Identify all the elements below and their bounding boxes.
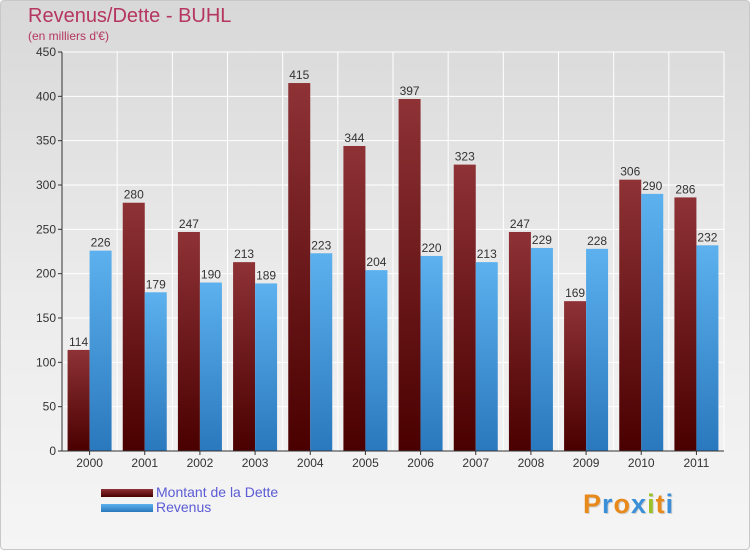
bar-revenus-2006 <box>420 255 443 451</box>
data-label-dette: 323 <box>455 150 475 164</box>
bar-dette-2008 <box>508 231 531 451</box>
logo-letter: x <box>631 489 648 519</box>
bar-dette-2003 <box>233 262 256 451</box>
bar-dette-2001 <box>122 202 145 451</box>
data-label-revenus: 290 <box>642 179 662 193</box>
x-tick-label: 2008 <box>518 456 545 470</box>
data-label-revenus: 226 <box>91 236 111 250</box>
x-tick-label: 2002 <box>187 456 214 470</box>
y-tick-label: 150 <box>36 311 56 325</box>
data-label-revenus: 179 <box>146 277 166 291</box>
legend-label-dette: Montant de la Dette <box>156 484 279 500</box>
y-tick-label: 350 <box>36 134 56 148</box>
logo-letter: t <box>655 489 666 519</box>
bar-revenus-2008 <box>530 247 553 451</box>
bar-dette-2007 <box>453 164 476 451</box>
bar-dette-2009 <box>564 301 587 451</box>
logo-letter: o <box>613 489 632 519</box>
x-tick-label: 2003 <box>242 456 269 470</box>
chart-subtitle: (en milliers d'€) <box>28 29 109 43</box>
bar-revenus-2010 <box>641 193 664 451</box>
x-tick-label: 2010 <box>628 456 655 470</box>
data-label-dette: 306 <box>620 165 640 179</box>
data-label-dette: 344 <box>344 131 364 145</box>
y-tick-label: 200 <box>36 267 56 281</box>
bar-revenus-2002 <box>199 282 222 451</box>
data-label-dette: 169 <box>565 286 585 300</box>
x-tick-label: 2011 <box>684 456 710 470</box>
y-tick-label: 100 <box>36 355 56 369</box>
x-tick-label: 2007 <box>462 456 489 470</box>
x-tick-label: 2000 <box>76 456 103 470</box>
bar-revenus-2005 <box>365 270 388 451</box>
data-label-dette: 397 <box>400 84 420 98</box>
bar-dette-2011 <box>674 197 697 451</box>
x-tick-label: 2006 <box>407 456 434 470</box>
data-label-dette: 247 <box>179 217 199 231</box>
chart-title: Revenus/Dette - BUHL <box>28 5 232 27</box>
data-label-dette: 247 <box>510 217 530 231</box>
bar-dette-2005 <box>343 145 366 451</box>
bar-revenus-2007 <box>475 262 498 451</box>
data-label-dette: 286 <box>675 182 695 196</box>
bar-dette-2010 <box>619 179 642 451</box>
data-label-dette: 415 <box>289 68 309 82</box>
data-label-dette: 280 <box>124 188 144 202</box>
bar-revenus-2001 <box>144 292 167 451</box>
proxiti-logo: Proxiti <box>583 489 674 520</box>
x-tick-label: 2005 <box>352 456 379 470</box>
x-tick-label: 2009 <box>573 456 600 470</box>
data-label-dette: 213 <box>234 247 254 261</box>
legend-swatch-dette <box>101 489 153 497</box>
bar-dette-2000 <box>67 349 90 451</box>
x-tick-label: 2004 <box>297 456 324 470</box>
y-tick-label: 0 <box>49 444 56 458</box>
data-label-revenus: 190 <box>201 268 221 282</box>
data-label-revenus: 220 <box>422 241 442 255</box>
logo-letter: i <box>665 489 675 519</box>
data-label-revenus: 204 <box>366 255 386 269</box>
bar-dette-2006 <box>398 98 421 451</box>
legend-label-revenus: Revenus <box>156 499 212 515</box>
data-label-revenus: 223 <box>311 238 331 252</box>
x-tick-label: 2001 <box>131 456 158 470</box>
data-label-dette: 114 <box>69 335 88 349</box>
y-tick-label: 450 <box>36 45 56 59</box>
logo-letter: i <box>647 489 656 519</box>
legend-swatch-revenus <box>101 504 153 512</box>
bar-dette-2004 <box>288 83 311 452</box>
y-tick-label: 300 <box>36 178 56 192</box>
bar-revenus-2000 <box>89 250 112 451</box>
bar-revenus-2003 <box>255 283 278 451</box>
data-label-revenus: 229 <box>532 233 552 247</box>
data-label-revenus: 228 <box>587 234 607 248</box>
bar-dette-2002 <box>177 231 200 451</box>
data-label-revenus: 189 <box>256 268 276 282</box>
y-tick-label: 50 <box>43 400 57 414</box>
bar-revenus-2009 <box>586 248 609 451</box>
data-label-revenus: 232 <box>697 230 717 244</box>
y-tick-label: 250 <box>36 222 56 236</box>
bar-revenus-2004 <box>310 253 333 451</box>
data-label-revenus: 213 <box>477 247 497 261</box>
logo-letter: r <box>602 489 614 519</box>
bar-revenus-2011 <box>696 245 719 451</box>
logo-letter: P <box>583 489 603 519</box>
y-tick-label: 400 <box>36 89 56 103</box>
